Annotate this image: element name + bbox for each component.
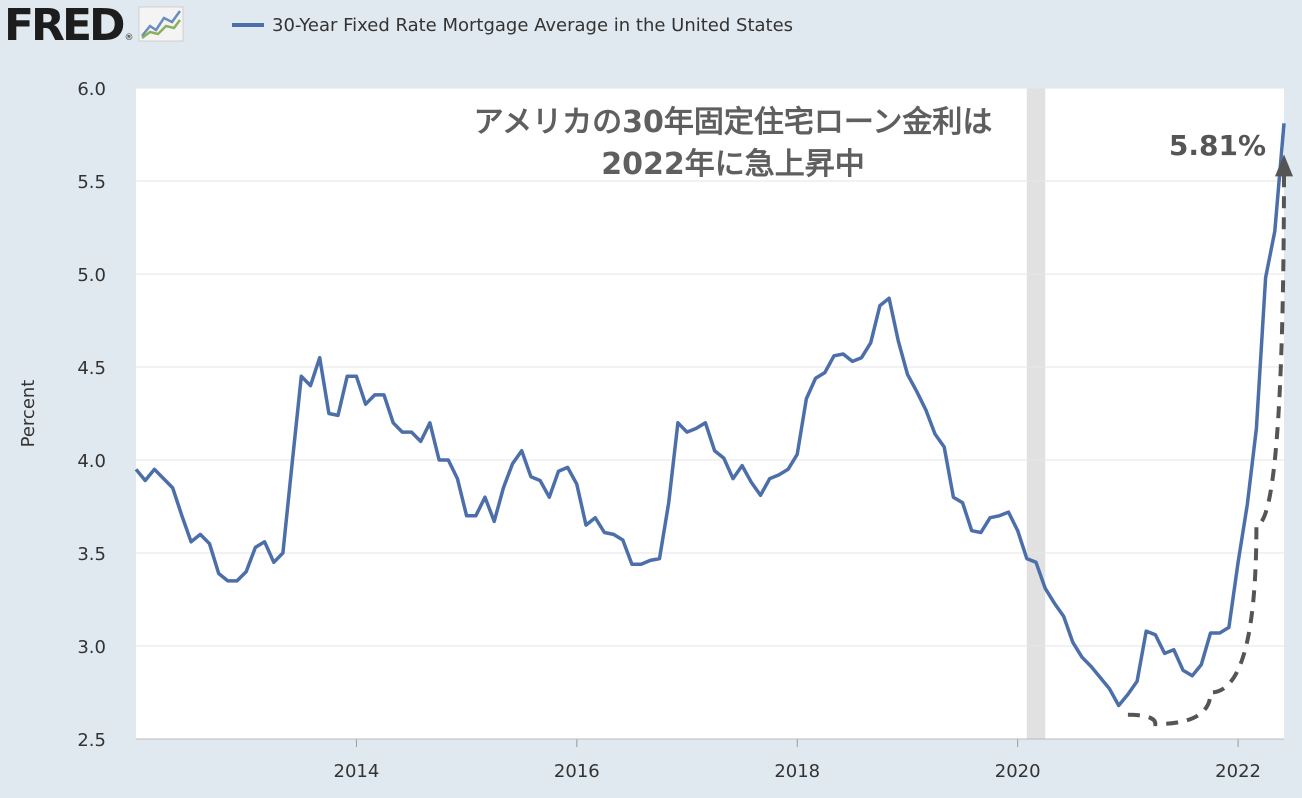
logo-text: FRED bbox=[4, 0, 126, 51]
registered-mark: ® bbox=[124, 33, 134, 43]
x-tick-label: 2014 bbox=[334, 761, 380, 782]
y-tick-label: 2.5 bbox=[77, 730, 106, 751]
trend-arrowhead bbox=[1275, 154, 1293, 177]
legend-label: 30-Year Fixed Rate Mortgage Average in t… bbox=[272, 14, 794, 36]
legend-swatch bbox=[232, 23, 264, 27]
plot-area bbox=[136, 88, 1284, 739]
y-tick-label: 3.0 bbox=[77, 637, 106, 658]
y-tick-label: 6.0 bbox=[77, 79, 106, 100]
y-tick-label: 4.0 bbox=[77, 451, 106, 472]
x-tick-label: 2020 bbox=[995, 761, 1041, 782]
x-tick-label: 2016 bbox=[554, 761, 600, 782]
trend-arrow bbox=[1127, 162, 1286, 727]
line-chart-icon bbox=[138, 6, 184, 46]
chart-header: FRED ® 30-Year Fixed Rate Mortgage Avera… bbox=[0, 0, 1302, 52]
series-line bbox=[134, 123, 1286, 708]
y-axis-ticks: 2.5 3.0 3.5 4.0 4.5 5.0 5.5 6.0 bbox=[77, 79, 106, 751]
chart-subtitle: 2022年に急上昇中 bbox=[601, 147, 865, 182]
y-axis-label: Percent bbox=[18, 380, 39, 448]
x-tick-label: 2018 bbox=[774, 761, 820, 782]
chart-legend: 30-Year Fixed Rate Mortgage Average in t… bbox=[232, 12, 793, 38]
value-callout: 5.81% bbox=[1169, 129, 1266, 162]
recession-band bbox=[1026, 88, 1046, 739]
y-tick-label: 5.0 bbox=[77, 265, 106, 286]
y-tick-label: 3.5 bbox=[77, 544, 106, 565]
x-tick-label: 2022 bbox=[1215, 761, 1261, 782]
y-tick-label: 5.5 bbox=[77, 172, 106, 193]
x-axis-ticks: 2014 2016 2018 2020 2022 bbox=[136, 738, 1284, 782]
chart-title: アメリカの30年固定住宅ローン金利は bbox=[474, 105, 993, 140]
y-tick-label: 4.5 bbox=[77, 358, 106, 379]
fred-logo[interactable]: FRED ® bbox=[4, 3, 184, 49]
